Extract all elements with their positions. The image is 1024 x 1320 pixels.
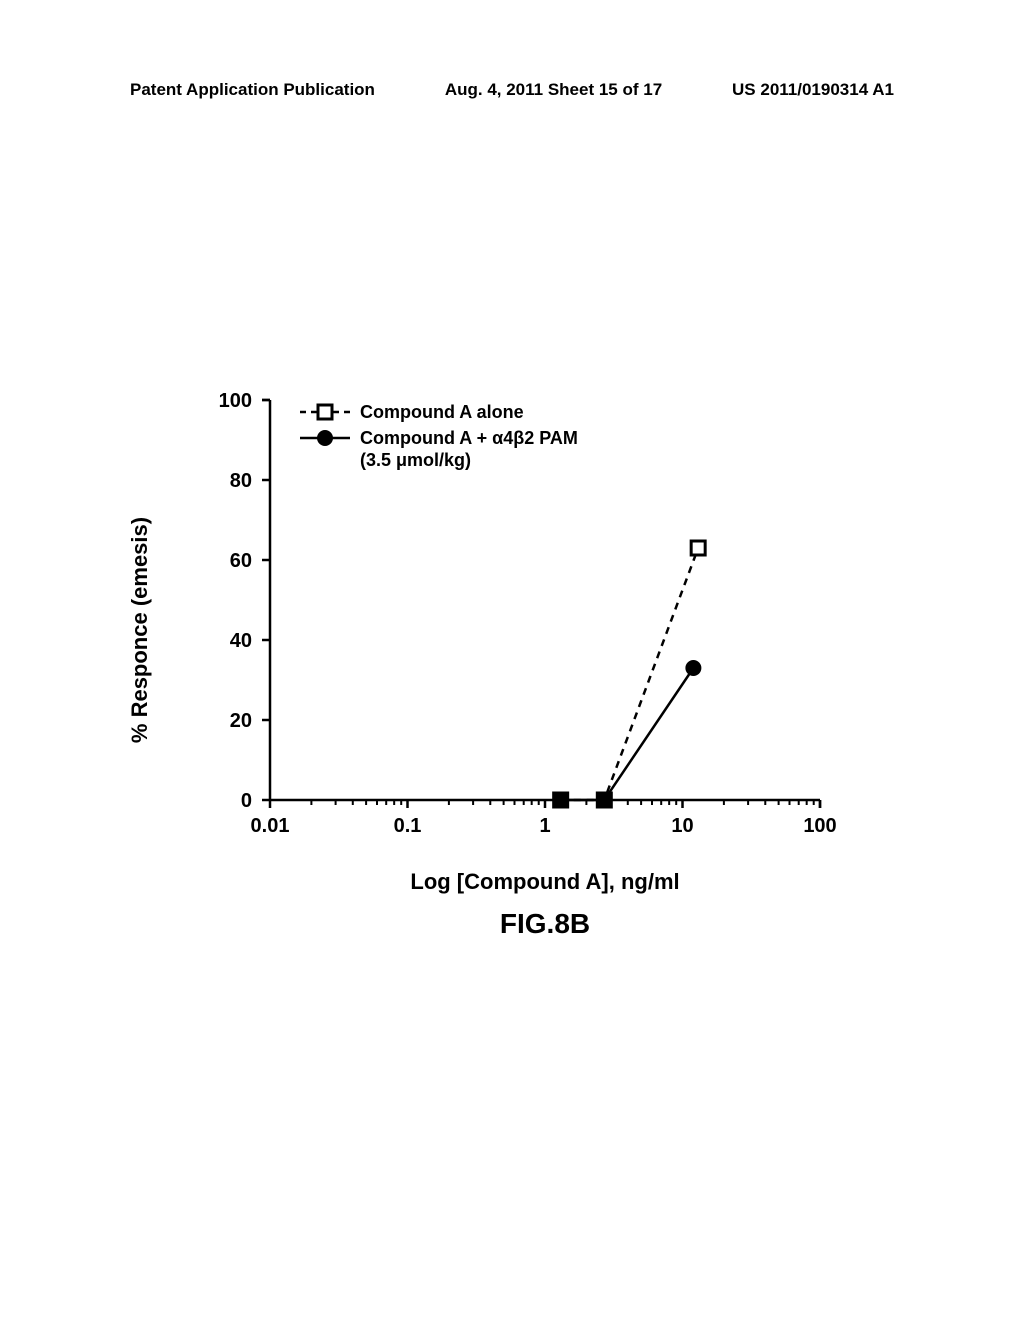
svg-text:0: 0 [241, 790, 252, 812]
svg-text:10: 10 [671, 815, 693, 837]
svg-text:0.01: 0.01 [251, 815, 290, 837]
page-header: Patent Application Publication Aug. 4, 2… [0, 80, 1024, 100]
svg-text:40: 40 [230, 630, 252, 652]
header-right: US 2011/0190314 A1 [732, 80, 894, 100]
svg-text:1: 1 [539, 815, 550, 837]
svg-text:100: 100 [219, 390, 252, 412]
svg-text:Compound A + α4β2 PAM: Compound A + α4β2 PAM [360, 428, 578, 448]
svg-text:20: 20 [230, 710, 252, 732]
chart-figure-8b: % Responce (emesis) 0204060801000.010.11… [160, 380, 860, 880]
svg-text:80: 80 [230, 470, 252, 492]
svg-text:100: 100 [803, 815, 836, 837]
svg-text:Compound A alone: Compound A alone [360, 402, 524, 422]
y-axis-label: % Responce (emesis) [127, 517, 153, 743]
svg-text:60: 60 [230, 550, 252, 572]
x-axis-label: Log [Compound A], ng/ml [410, 869, 679, 895]
header-center: Aug. 4, 2011 Sheet 15 of 17 [445, 80, 662, 100]
chart-svg: 0 20 40 60 80 100 0.01 0.1 1 10 100 Compound A alon… [160, 380, 860, 880]
header-left: Patent Application Publication [130, 80, 375, 100]
svg-text:(3.5 μmol/kg): (3.5 μmol/kg) [360, 450, 471, 470]
figure-label: FIG.8B [500, 908, 590, 940]
svg-text:0.1: 0.1 [394, 815, 422, 837]
